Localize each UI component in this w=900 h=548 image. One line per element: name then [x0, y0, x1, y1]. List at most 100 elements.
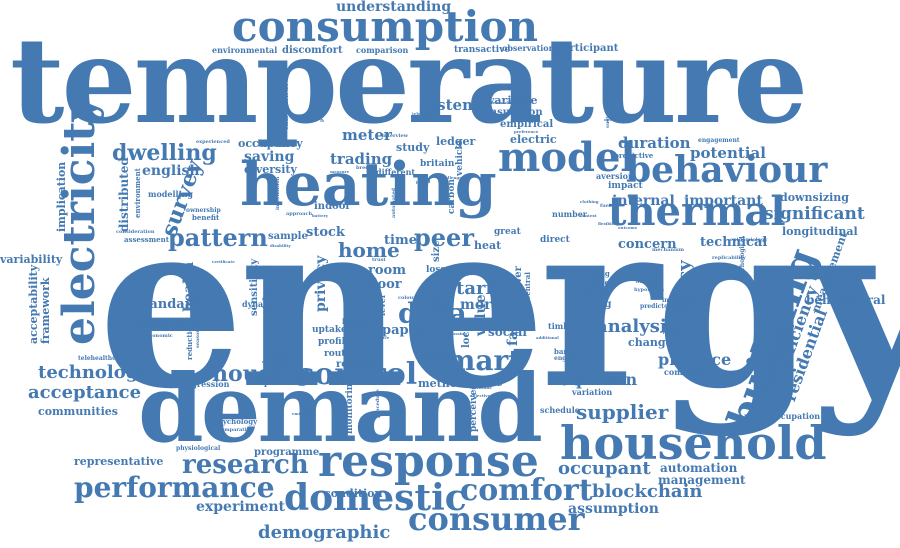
- word-characteristic: characteristic: [283, 83, 290, 130]
- word-technical: technical: [700, 235, 768, 250]
- word-behaviour: behaviour: [626, 149, 828, 191]
- word-dwelling: dwelling: [112, 140, 217, 166]
- word-technology: technology: [38, 362, 149, 383]
- word-physiological: physiological: [176, 445, 221, 452]
- word-assessment: assessment: [124, 235, 169, 244]
- word-appliance: appliance: [660, 329, 682, 334]
- word-england: england: [554, 355, 582, 362]
- word-review: review: [420, 351, 449, 361]
- word-space: space: [462, 375, 504, 390]
- word-time: time: [384, 233, 417, 248]
- word-trust: trust: [372, 257, 386, 263]
- word-comparative: comparative: [218, 427, 253, 433]
- word-different: different: [376, 167, 416, 177]
- word-objective: objective: [470, 393, 491, 398]
- word-activity: activity: [582, 287, 611, 296]
- word-heating: heating: [240, 150, 497, 220]
- word-number: number: [552, 209, 587, 219]
- word-experienced: experienced: [196, 139, 230, 145]
- word-tariff: tariff: [456, 278, 508, 299]
- word-home: home: [338, 238, 400, 262]
- word-important: important: [684, 193, 763, 209]
- word-saving: saving: [244, 149, 295, 165]
- word-acceptance: acceptance: [28, 382, 142, 403]
- word-discomfort: discomfort: [282, 45, 343, 56]
- word-health: health: [181, 261, 197, 312]
- word-programme: programme: [254, 447, 320, 458]
- word-meter: meter: [342, 126, 392, 144]
- word-clothing: clothing: [580, 199, 599, 204]
- word-privacy: privacy: [313, 255, 329, 312]
- word-predictive: predictive: [614, 151, 654, 160]
- word-schedule: schedule: [540, 405, 580, 415]
- word-context: context: [580, 213, 597, 218]
- word-research: research: [182, 450, 309, 480]
- word-individual: individual: [662, 297, 696, 304]
- word-trading: trading: [330, 150, 393, 168]
- word-control: control: [296, 357, 418, 392]
- word-reduce: reduce: [374, 335, 390, 340]
- word-domestic: domestic: [284, 477, 467, 519]
- word-engagement: engagement: [698, 137, 740, 144]
- word-evidence: evidence: [261, 265, 275, 324]
- word-carbon: carbon: [447, 179, 457, 214]
- word-period: period: [416, 179, 431, 184]
- word-underoccupation: underoccupation: [744, 411, 821, 421]
- word-benefit: benefit: [192, 213, 220, 222]
- word-barrier: barrier: [554, 347, 582, 356]
- word-practice: practice: [658, 350, 732, 369]
- word-size: size: [431, 240, 442, 262]
- word-procedure: procedure: [375, 389, 381, 418]
- word-paper: paper: [382, 323, 424, 338]
- word-comparison: comparison: [356, 45, 409, 55]
- word-aversion: aversion: [596, 171, 634, 181]
- word-flexibility: flexibility: [598, 221, 619, 226]
- word-value: value: [473, 294, 489, 336]
- word-seasonal: seasonal: [195, 323, 201, 348]
- word-sustainability: sustainability: [605, 90, 611, 128]
- word-consumption: consumption: [232, 2, 539, 51]
- word-stock: stock: [306, 225, 345, 240]
- word-finding: finding: [582, 269, 610, 278]
- word-smart: smart: [430, 344, 522, 377]
- word-uptake: uptake: [312, 325, 347, 335]
- word-indoor: indoor: [314, 201, 351, 212]
- word-study: study: [396, 141, 430, 154]
- word-community: community: [664, 367, 715, 377]
- word-outcome: outcome: [618, 225, 638, 230]
- word-ledger: ledger: [436, 135, 476, 148]
- word-temperature: temperature: [10, 11, 808, 150]
- word-adaptive: adaptive: [248, 377, 287, 387]
- word-economic: economic: [146, 333, 173, 339]
- word-battery: battery: [312, 213, 329, 218]
- word-perceived: perceived: [469, 383, 479, 432]
- word-blockchain: blockchain: [592, 481, 703, 502]
- word-more: more: [460, 297, 501, 313]
- word-impact: impact: [608, 181, 643, 191]
- word-higher: higher: [342, 317, 368, 326]
- word-understanding: understanding: [336, 0, 452, 15]
- word-living: living: [580, 299, 612, 310]
- word-model: model: [498, 134, 636, 181]
- word-consideration: consideration: [116, 229, 155, 235]
- word-comfort: comfort: [460, 473, 593, 508]
- word-routine: routine: [324, 349, 362, 359]
- word-interview: interview: [382, 133, 408, 139]
- word-concern: concern: [618, 237, 677, 252]
- word-preference: preference: [514, 129, 539, 134]
- word-behavioural: behavioural: [806, 293, 886, 307]
- word-distributed: distributed: [117, 157, 131, 232]
- word-management: management: [658, 473, 746, 487]
- word-epidemiology: epidemiology: [730, 237, 768, 243]
- word-psychology: psychology: [214, 417, 258, 426]
- word-sample: sample: [268, 231, 308, 242]
- word-insulation: insulation: [486, 107, 543, 118]
- word-social: social: [488, 325, 527, 339]
- word-analysis: analysis: [596, 316, 677, 337]
- word-participant: participant: [556, 43, 619, 54]
- word-performance: performance: [74, 471, 275, 504]
- word-automation: automation: [660, 461, 738, 475]
- word-variance: variance: [666, 307, 686, 312]
- word-vehicle: vehicle: [455, 140, 465, 176]
- word-internal: internal: [612, 193, 675, 209]
